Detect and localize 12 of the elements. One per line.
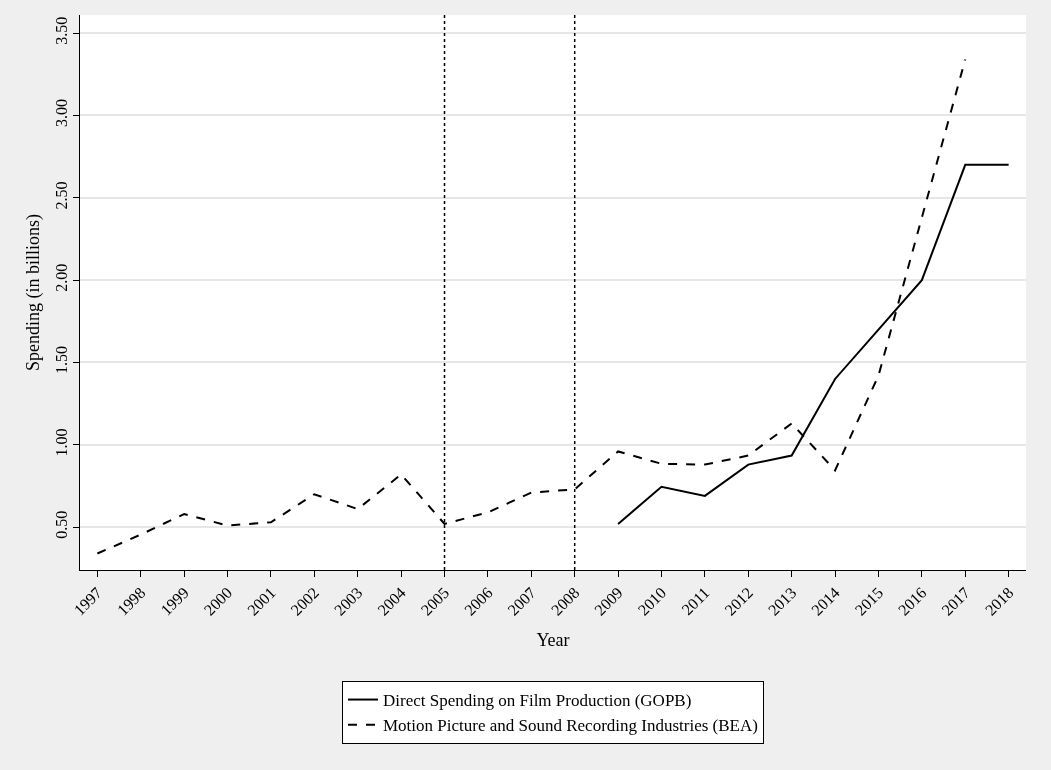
y-tick-label: 1.00 <box>52 428 70 457</box>
y-tick-label: 1.50 <box>52 346 70 375</box>
legend-label: Direct Spending on Film Production (GOPB) <box>383 691 692 711</box>
y-tick-label: 3.00 <box>52 99 70 128</box>
y-tick-label: 3.50 <box>52 16 70 45</box>
y-tick-label: 0.50 <box>52 510 70 539</box>
y-tick-label: 2.50 <box>52 181 70 210</box>
legend-label: Motion Picture and Sound Recording Industries (BEA) <box>383 716 758 736</box>
y-tick-label: 2.00 <box>52 263 70 292</box>
y-axis-title: Spending (in billions) <box>22 214 44 371</box>
x-tick-label: 2001 <box>244 583 279 619</box>
x-axis-title: Year <box>536 629 570 650</box>
